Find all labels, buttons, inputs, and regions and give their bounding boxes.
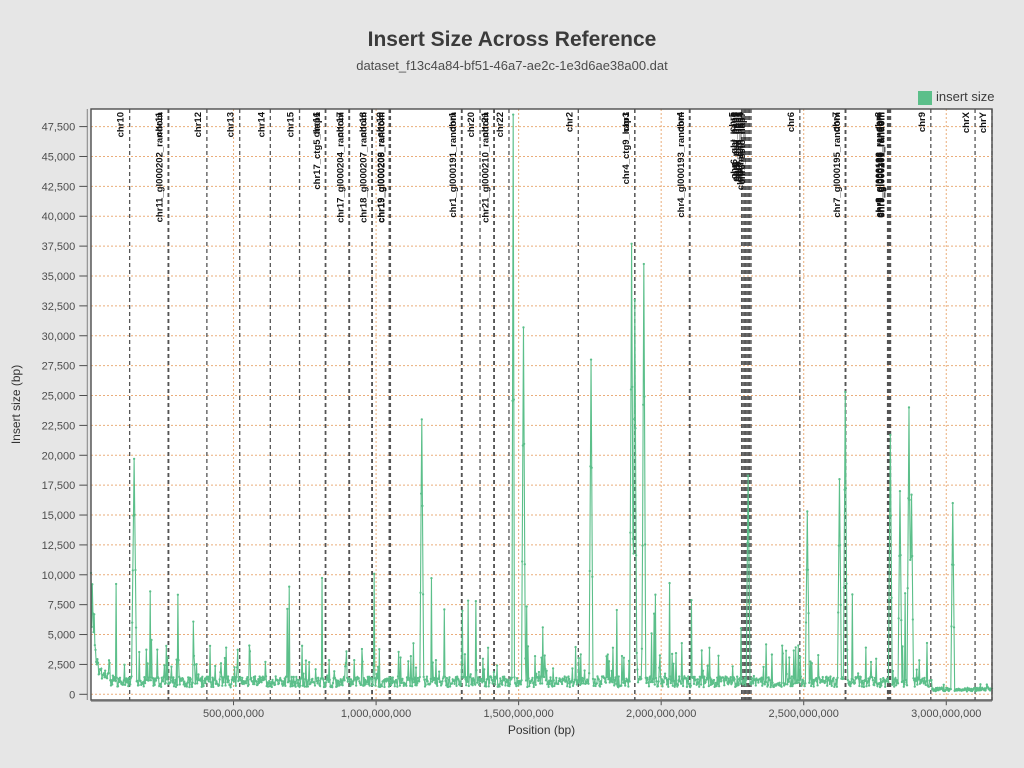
svg-text:chr12: chr12 (193, 112, 204, 137)
svg-text:chr4_ctg9_hap1: chr4_ctg9_hap1 (621, 111, 632, 184)
svg-text:chr13: chr13 (226, 112, 237, 137)
svg-text:7,500: 7,500 (48, 600, 76, 612)
svg-text:47,500: 47,500 (42, 122, 76, 134)
svg-text:17,500: 17,500 (42, 480, 76, 492)
svg-text:chr20: chr20 (466, 112, 477, 137)
svg-text:Insert size (bp): Insert size (bp) (9, 365, 23, 444)
svg-text:35,000: 35,000 (42, 271, 76, 283)
svg-text:37,500: 37,500 (42, 241, 76, 253)
svg-text:chr15: chr15 (286, 111, 297, 137)
svg-text:1,000,000,000: 1,000,000,000 (341, 708, 411, 720)
svg-text:chr9: chr9 (917, 112, 928, 132)
svg-text:30,000: 30,000 (42, 331, 76, 343)
svg-text:20,000: 20,000 (42, 450, 76, 462)
svg-text:chr18_gl000207_random: chr18_gl000207_random (358, 112, 369, 223)
svg-text:45,000: 45,000 (42, 151, 76, 163)
svg-text:chr2: chr2 (564, 112, 575, 132)
svg-text:22,500: 22,500 (42, 420, 76, 432)
svg-text:chr17_ctg5_hap1: chr17_ctg5_hap1 (312, 111, 323, 189)
svg-text:chr6: chr6 (786, 112, 797, 132)
svg-text:2,500,000,000: 2,500,000,000 (769, 708, 839, 720)
svg-text:chr6_ssto_hap7: chr6_ssto_hap7 (737, 112, 748, 184)
svg-text:chr9_gl000201_random: chr9_gl000201_random (877, 112, 888, 218)
svg-text:chr14: chr14 (256, 111, 267, 137)
svg-text:15,000: 15,000 (42, 510, 76, 522)
svg-text:12,500: 12,500 (42, 540, 76, 552)
svg-text:0: 0 (69, 689, 75, 701)
svg-text:2,500: 2,500 (48, 659, 76, 671)
svg-text:chr10: chr10 (116, 112, 127, 137)
svg-text:Position (bp): Position (bp) (508, 723, 575, 737)
svg-text:1,500,000,000: 1,500,000,000 (483, 708, 553, 720)
svg-text:chr1_gl000191_random: chr1_gl000191_random (448, 112, 459, 218)
svg-text:500,000,000: 500,000,000 (203, 708, 264, 720)
svg-text:chr11_gl000202_random: chr11_gl000202_random (155, 112, 166, 222)
svg-text:chrX: chrX (961, 111, 972, 133)
svg-text:2,000,000,000: 2,000,000,000 (626, 708, 696, 720)
svg-text:5,000: 5,000 (48, 630, 76, 642)
svg-text:25,000: 25,000 (42, 391, 76, 403)
svg-text:chr17_gl000204_random: chr17_gl000204_random (336, 112, 347, 223)
svg-text:27,500: 27,500 (42, 361, 76, 373)
svg-text:chr22: chr22 (495, 112, 506, 137)
svg-text:42,500: 42,500 (42, 181, 76, 193)
svg-text:chr19_gl000209_random: chr19_gl000209_random (376, 112, 387, 223)
svg-text:chr7_gl000195_random: chr7_gl000195_random (832, 112, 843, 218)
svg-text:3,000,000,000: 3,000,000,000 (911, 708, 981, 720)
svg-text:chrY: chrY (978, 111, 989, 133)
svg-text:chr21_gl000210_random: chr21_gl000210_random (480, 112, 491, 223)
svg-text:40,000: 40,000 (42, 211, 76, 223)
svg-text:10,000: 10,000 (42, 570, 76, 582)
svg-text:32,500: 32,500 (42, 301, 76, 313)
svg-text:chr4_gl000193_random: chr4_gl000193_random (676, 112, 687, 218)
